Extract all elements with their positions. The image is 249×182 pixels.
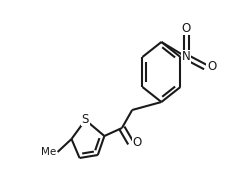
Text: O: O bbox=[132, 136, 141, 149]
Text: Me: Me bbox=[41, 147, 56, 157]
Text: O: O bbox=[207, 60, 216, 74]
Text: S: S bbox=[82, 113, 89, 126]
Text: O: O bbox=[182, 22, 191, 35]
Text: N: N bbox=[182, 50, 191, 64]
